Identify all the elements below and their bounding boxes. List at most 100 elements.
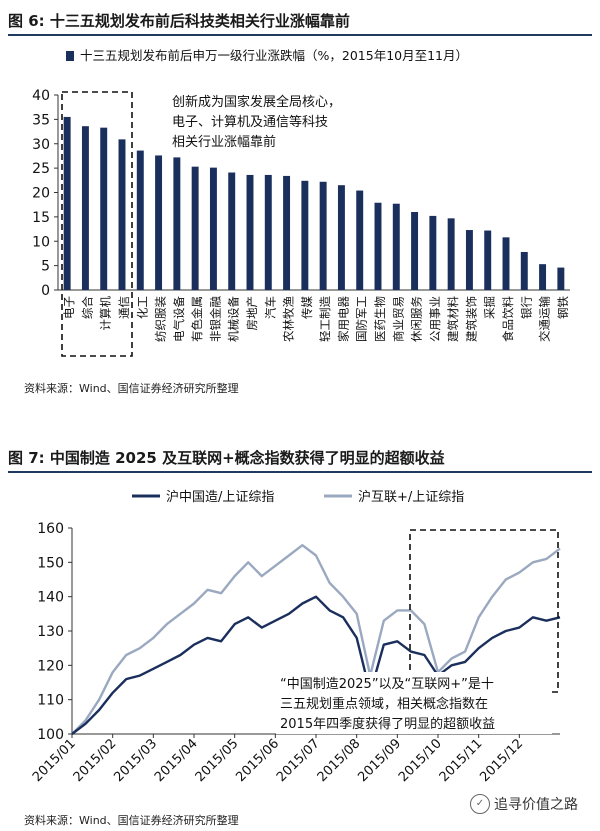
x-tick-label: 2015/02 [71, 736, 120, 785]
x-tick-label: 汽车 [263, 296, 277, 319]
x-tick-label: 2015/09 [355, 736, 404, 785]
series-lines [71, 543, 561, 735]
x-tick-label: 2015/08 [315, 736, 364, 785]
x-tick-label: 2015/01 [30, 736, 79, 785]
y-tick-label: 20 [32, 186, 50, 202]
bar [484, 230, 492, 290]
bar [191, 166, 199, 290]
annotation-bg [276, 672, 552, 734]
annotation-line-2: 电子、计算机及通信等科技 [172, 114, 328, 130]
x-tick-label: 公用事业 [428, 296, 442, 342]
x-tick-label: 通信 [117, 296, 131, 319]
bar [209, 167, 217, 290]
y-tick-label: 100 [37, 727, 64, 743]
x-tick-label: 商业贸易 [391, 296, 405, 342]
bar [155, 155, 163, 290]
x-tick-label: 2015/06 [233, 736, 282, 785]
annotation-line-1: 创新成为国家发展全局核心， [172, 94, 341, 110]
x-tick-label: 2015/12 [477, 736, 526, 785]
y-tick-label: 30 [32, 137, 50, 153]
x-tick-label: 休闲服务 [410, 296, 424, 342]
x-tick-label: 电气设备 [172, 296, 186, 342]
annotation-line-2: 三五规划重点领域，相关概念指数在 [280, 696, 488, 712]
x-tick-label: 传媒 [300, 296, 314, 319]
x-tick-label: 纺织服装 [154, 296, 168, 342]
x-axis: 2015/012015/022015/032015/042015/052015/… [30, 733, 560, 785]
y-tick-label: 40 [32, 88, 50, 104]
bar [100, 127, 108, 290]
x-tick-label: 2015/04 [152, 736, 201, 785]
y-tick-label: 5 [41, 259, 50, 275]
bar [557, 267, 565, 290]
bar [374, 202, 382, 290]
bar-chart-legend: 十三五规划发布前后申万一级行业涨跌幅（%，2015年10月至11月） [66, 48, 468, 63]
bar [502, 237, 510, 290]
annotation-line-3: 2015年四季度获得了明显的超额收益 [280, 716, 495, 732]
bar [465, 230, 473, 290]
x-tick-label: 轻工制造 [318, 296, 332, 342]
bar [136, 150, 144, 290]
bar [228, 172, 236, 290]
bar [337, 185, 345, 290]
bar [118, 139, 126, 290]
y-tick-label: 120 [37, 658, 64, 674]
x-tick-label: 医药生物 [373, 296, 387, 342]
annotation-line-1: “中国制造2025”以及“互联网+”是十 [280, 677, 494, 692]
x-tick-label: 食品饮料 [501, 296, 515, 342]
bar [283, 175, 291, 290]
legend-label: 十三五规划发布前后申万一级行业涨跌幅（%，2015年10月至11月） [80, 48, 468, 63]
bar-chart: 十三五规划发布前后申万一级行业涨跌幅（%，2015年10月至11月） 0 5 10 1… [32, 48, 570, 357]
x-tick-label: 电子 [62, 296, 76, 319]
bar [301, 180, 309, 290]
bars [63, 116, 565, 290]
bar [447, 218, 455, 290]
y-tick-label: 0 [41, 283, 50, 299]
y-tick-label: 150 [37, 555, 64, 571]
line-chart-legend: 沪中国造/上证综指 沪互联+/上证综指 [132, 489, 464, 505]
bar [356, 190, 364, 290]
x-tick-label: 2015/05 [193, 736, 242, 785]
x-tick-label: 非银金融 [208, 296, 222, 342]
y-tick-label: 10 [32, 234, 50, 250]
figure2-rule [8, 471, 592, 473]
y-tick-label: 130 [37, 624, 64, 640]
figure1-source: 资料来源：Wind、国信证券经济研究所整理 [24, 382, 239, 395]
y-tick-label: 160 [37, 521, 64, 537]
figure2-title: 图 7: 中国制造 2025 及互联网+概念指数获得了明显的超额收益 [8, 449, 445, 467]
x-tick-label: 家用电器 [336, 296, 350, 342]
bar [173, 157, 181, 290]
x-tick-label: 2015/11 [437, 736, 486, 785]
x-tick-label: 2015/07 [274, 736, 323, 785]
series-line [71, 595, 561, 735]
y-tick-label: 110 [37, 693, 64, 709]
wechat-icon: ✓ [470, 794, 490, 814]
x-tick-label: 银行 [519, 296, 533, 319]
bar [392, 203, 400, 290]
annotation-line-3: 相关行业涨幅靠前 [172, 134, 276, 150]
legend-label-2: 沪互联+/上证综指 [358, 489, 464, 505]
line-chart: 沪中国造/上证综指 沪互联+/上证综指 100 110 120 130 140 150 16… [30, 489, 561, 785]
bar [411, 212, 419, 290]
y-tick-label: 15 [32, 210, 50, 226]
bar [539, 264, 547, 290]
x-tick-label: 交通运输 [538, 296, 552, 342]
y-tick-label: 25 [32, 161, 50, 177]
bar [81, 126, 89, 290]
legend-swatch [66, 51, 74, 61]
x-tick-label: 国防军工 [355, 296, 369, 342]
bar [319, 181, 327, 290]
figure2-source: 资料来源：Wind、国信证券经济研究所整理 [24, 814, 239, 827]
bar [63, 116, 71, 290]
highlight-box [61, 91, 133, 357]
x-tick-label: 钢铁 [556, 296, 570, 319]
legend-label-1: 沪中国造/上证综指 [166, 489, 274, 505]
x-tick-label: 2015/10 [396, 736, 445, 785]
bar [264, 174, 272, 290]
x-tick-label: 2015/03 [111, 736, 160, 785]
bar [246, 174, 254, 290]
x-tick-label: 计算机 [99, 296, 113, 331]
x-axis-labels: 电子 综合 计算机 通信 化工 纺织服装 电气设备 有色金属 非银金融 机械设备 房地产 汽车 农林牧渔… [62, 296, 570, 342]
bar [520, 251, 528, 290]
y-tick-label: 35 [32, 112, 50, 128]
x-tick-label: 房地产 [245, 296, 259, 331]
